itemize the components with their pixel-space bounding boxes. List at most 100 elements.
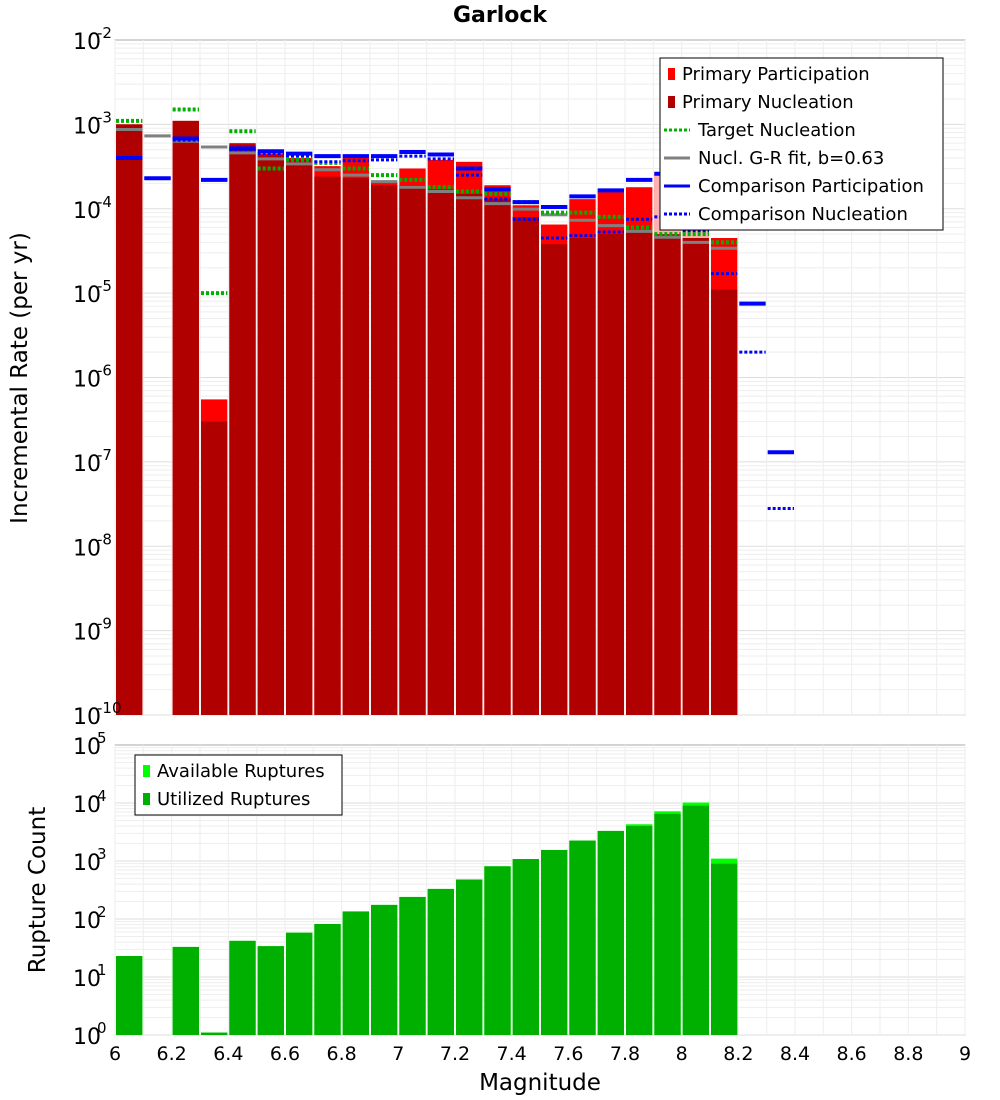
y-tick-exponent: -3 [97,108,112,126]
legend-label: Utilized Ruptures [157,789,310,810]
y-tick-exponent: -7 [97,446,112,464]
y-tick-exponent: -10 [97,699,122,717]
y-tick-exponent: 0 [97,1019,107,1037]
x-tick-label: 7 [392,1043,404,1065]
utilized-ruptures-bar [512,859,539,1035]
y-tick-label: 10 [73,793,101,818]
rate-y-axis-title: Incremental Rate (per yr) [7,232,33,524]
y-tick-label: 10 [73,621,101,646]
utilized-ruptures-bar [711,863,738,1035]
y-tick-exponent: 4 [97,787,107,805]
y-tick-exponent: -4 [97,193,112,211]
y-tick-exponent: -8 [97,530,112,548]
nucleation-bar [116,124,143,715]
y-tick-label: 10 [73,368,101,393]
nucleation-bar [541,244,568,716]
utilized-ruptures-bar [116,956,143,1035]
x-axis-title: Magnitude [479,1070,601,1096]
legend-label: Primary Nucleation [682,92,854,113]
utilized-ruptures-bar [201,1032,228,1035]
y-tick-label: 10 [73,967,101,992]
legend-swatch [143,793,150,805]
y-tick-label: 10 [73,452,101,477]
x-tick-label: 8.6 [837,1043,867,1065]
x-tick-label: 6.6 [270,1043,300,1065]
x-tick-label: 7.8 [610,1043,640,1065]
nucleation-bar [371,185,398,715]
nucleation-bar [711,289,738,715]
y-tick-label: 10 [73,735,101,760]
nucleation-bar [229,144,256,716]
nucleation-bar [569,238,596,715]
nucleation-bar [427,189,454,715]
utilized-ruptures-bar [626,826,653,1035]
y-tick-exponent: -6 [97,362,112,380]
utilized-ruptures-bar [314,923,341,1035]
utilized-ruptures-bar [569,840,596,1035]
nucleation-bar [286,159,313,716]
utilized-ruptures-bar [229,940,256,1035]
nucleation-bar [257,155,284,716]
chart-title: Garlock [453,3,548,28]
nucleation-bar [456,193,483,715]
count-y-axis-title: Rupture Count [25,807,51,973]
nucleation-bar [626,230,653,715]
legend-box [659,57,944,231]
x-tick-label: 8.2 [723,1043,753,1065]
legend-label: Available Ruptures [157,761,325,782]
nucleation-bar [597,234,624,715]
y-tick-label: 10 [73,199,101,224]
count-grid [114,745,966,1036]
nucleation-bar [512,216,539,715]
y-tick-label: 10 [73,536,101,561]
utilized-ruptures-bar [597,830,624,1035]
nucleation-bar [484,199,511,715]
utilized-ruptures-bar [682,805,709,1035]
utilized-ruptures-bar [286,932,313,1035]
x-tick-label: 6 [109,1043,121,1065]
y-tick-exponent: -2 [97,24,112,42]
y-tick-label: 10 [73,283,101,308]
x-tick-label: 8.8 [893,1043,923,1065]
legend-label: Comparison Nucleation [698,204,908,225]
legend-swatch [668,96,675,108]
nucleation-bar [342,178,369,715]
y-tick-exponent: -5 [97,277,112,295]
y-tick-exponent: 3 [97,845,107,863]
legend-label: Target Nucleation [697,120,856,141]
legend-label: Primary Participation [682,64,870,85]
x-tick-label: 7.2 [440,1043,470,1065]
nucleation-bar [682,238,709,715]
y-tick-label: 10 [73,1025,101,1050]
x-tick-label: 8 [676,1043,688,1065]
y-tick-label: 10 [73,114,101,139]
x-tick-label: 7.6 [553,1043,583,1065]
x-tick-label: 6.2 [157,1043,187,1065]
nucleation-bar [654,234,681,715]
utilized-ruptures-bar [371,904,398,1035]
rate-lines [116,107,794,511]
count-bars [116,802,738,1035]
y-tick-label: 10 [73,909,101,934]
utilized-ruptures-bar [399,896,426,1035]
utilized-ruptures-bar [654,813,681,1035]
count-legend: Available Ruptures Utilized Ruptures [134,754,343,816]
utilized-ruptures-bar [172,946,199,1035]
y-tick-label: 10 [73,705,101,730]
legend-label: Comparison Participation [698,176,924,197]
x-tick-label: 8.4 [780,1043,810,1065]
legend-swatch [143,765,150,777]
y-tick-label: 10 [73,851,101,876]
utilized-ruptures-bar [484,866,511,1035]
rate-legend: Primary Participation Primary Nucleation T… [659,57,944,231]
legend-label: Nucl. G-R fit, b=0.63 [698,148,884,169]
utilized-ruptures-bar [456,879,483,1035]
utilized-ruptures-bar [427,888,454,1035]
x-tick-label: 9 [959,1043,971,1065]
x-tick-label: 7.4 [497,1043,527,1065]
y-tick-exponent: 5 [97,729,107,747]
